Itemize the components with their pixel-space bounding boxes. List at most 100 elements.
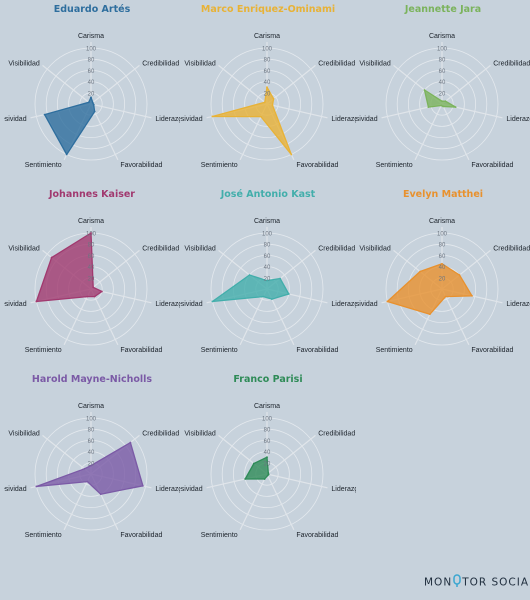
data-point [129, 441, 132, 444]
axis-spoke [266, 473, 328, 489]
radar-chart: 20 40 60 80 100 Carisma Credibilidad Liderazgo F… [4, 33, 180, 169]
axis-spoke [441, 288, 470, 346]
radar-chart: 20 40 60 80 100 Carisma Credibilidad Liderazgo F… [355, 33, 530, 169]
axis-label: Credibilidad [493, 246, 530, 253]
tick-label: 80 [264, 428, 271, 434]
data-point [290, 153, 293, 156]
axis-label: Baja agresividad [4, 116, 27, 123]
data-point [92, 286, 95, 289]
axis-spoke [414, 103, 443, 161]
axis-spoke [441, 64, 491, 105]
tick-label: 20 [88, 276, 95, 282]
axis-label: Visibilidad [184, 61, 215, 68]
axis-label: Sentimiento [25, 347, 62, 354]
axis-spoke [266, 473, 295, 531]
brand-text-left: MON [424, 576, 453, 589]
axis-spoke [42, 64, 92, 105]
tick-label: 40 [264, 265, 271, 271]
radar-chart: 20 40 60 80 100 Carisma Credibilidad Liderazgo F… [180, 403, 356, 539]
tick-label: 80 [439, 243, 446, 249]
tick-label: 20 [88, 461, 95, 467]
series-area [35, 232, 103, 303]
radar-chart-panel: José Antonio Kast 20 40 60 80 100 Carisma Credi… [180, 185, 356, 365]
data-point [252, 462, 255, 465]
axis-label: Credibilidad [318, 61, 355, 68]
tick-label: 40 [264, 80, 271, 86]
axis-label: Credibilidad [142, 246, 179, 253]
tick-label: 100 [262, 232, 273, 238]
data-point [440, 104, 443, 107]
data-point [86, 480, 89, 483]
axis-label: Visibilidad [8, 431, 39, 438]
axis-label: Baja agresividad [355, 116, 378, 123]
data-point [211, 300, 214, 303]
radar-chart-panel: Harold Mayne-Nicholls 20 40 60 80 100 Carisma C… [4, 370, 180, 550]
tick-label: 20 [439, 91, 446, 97]
axis-label: Baja agresividad [4, 301, 27, 308]
series-area [386, 263, 473, 315]
data-point [92, 103, 95, 106]
data-point [444, 100, 447, 103]
axis-spoke [90, 103, 152, 119]
tick-label: 40 [439, 265, 446, 271]
axis-label: Baja agresividad [180, 301, 203, 308]
series-area [35, 441, 144, 495]
axis-label: Favorabilidad [120, 347, 162, 354]
chart-title: Eduardo Artés [53, 4, 131, 15]
axis-label: Favorabilidad [120, 162, 162, 169]
data-point [427, 106, 430, 109]
data-point [471, 294, 473, 297]
tick-label: 20 [88, 91, 95, 97]
radar-chart: 20 40 60 80 100 Carisma Credibilidad Liderazgo F… [4, 218, 180, 354]
axis-label: Liderazgo [331, 486, 356, 493]
radar-chart-panel: Marco Enriquez-Ominami 20 40 60 80 100 Carisma… [180, 0, 356, 180]
data-point [244, 478, 247, 480]
radar-chart: 20 40 60 80 100 Carisma Credibilidad Liderazgo F… [180, 33, 356, 169]
data-point [386, 300, 389, 303]
tick-label: 60 [439, 69, 446, 75]
data-point [248, 274, 251, 276]
data-point [141, 484, 144, 487]
tick-label: 60 [88, 254, 95, 260]
data-point [263, 478, 266, 480]
data-point [279, 277, 282, 280]
axis-label: Liderazgo [155, 486, 180, 493]
data-point [442, 105, 445, 108]
data-point [454, 106, 457, 109]
data-point [90, 96, 92, 99]
axis-label: Favorabilidad [120, 532, 162, 539]
axis-label: Liderazgo [155, 116, 180, 123]
tick-label: 20 [264, 91, 271, 97]
axis-label: Credibilidad [493, 61, 530, 68]
axis-label: Visibilidad [184, 431, 215, 438]
axis-spoke [90, 288, 119, 346]
axis-label: Baja agresividad [180, 116, 203, 123]
axis-label: Carisma [254, 33, 280, 40]
data-point [90, 232, 92, 234]
axis-label: Visibilidad [359, 246, 390, 253]
data-point [441, 100, 443, 103]
data-point [93, 295, 96, 298]
chart-title: Franco Parisi [233, 374, 303, 385]
tick-label: 40 [439, 80, 446, 86]
tick-label: 80 [264, 243, 271, 249]
axis-label: Liderazgo [155, 301, 180, 308]
chart-title: Johannes Kaiser [49, 189, 135, 200]
data-point [90, 464, 92, 467]
tick-label: 100 [437, 47, 448, 53]
axis-label: Liderazgo [506, 116, 530, 123]
tick-label: 20 [264, 276, 271, 282]
series-area [211, 274, 290, 303]
axis-label: Carisma [78, 218, 104, 225]
tick-label: 40 [88, 80, 95, 86]
data-point [270, 298, 273, 300]
tick-label: 60 [264, 439, 271, 445]
radar-chart: 20 40 60 80 100 Carisma Credibilidad Liderazgo F… [4, 403, 180, 539]
axis-spoke [266, 64, 316, 105]
axis-label: Liderazgo [331, 116, 356, 123]
axis-label: Visibilidad [359, 61, 390, 68]
axis-spoke [63, 473, 92, 531]
microphone-icon [452, 574, 462, 591]
axis-label: Carisma [78, 33, 104, 40]
data-point [267, 472, 270, 474]
